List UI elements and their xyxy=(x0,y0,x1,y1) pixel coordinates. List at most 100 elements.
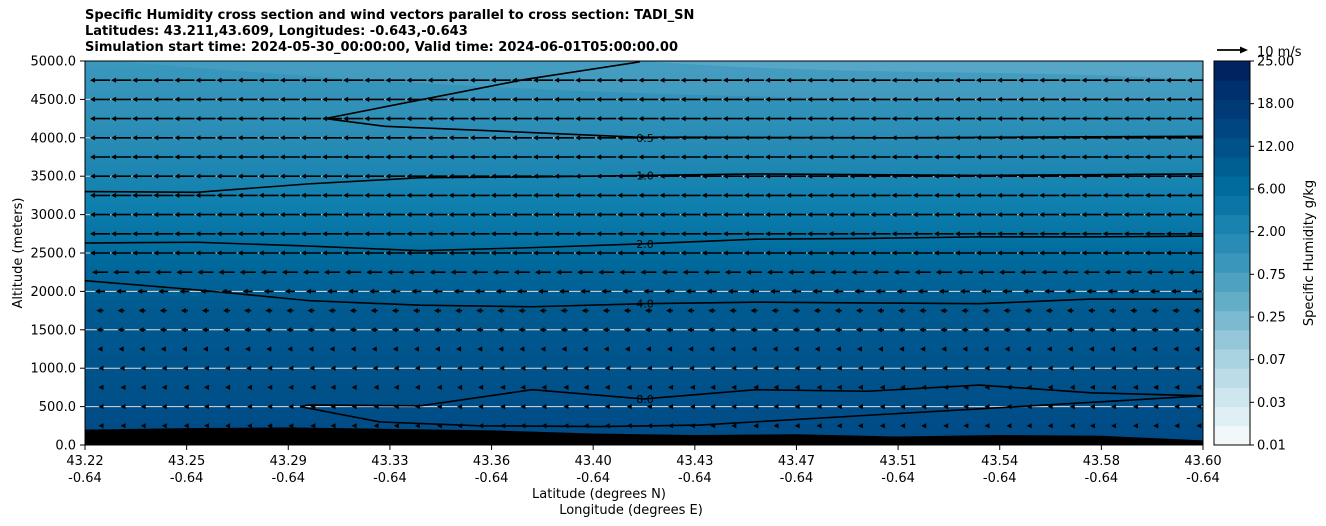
wind-arrow xyxy=(575,135,596,141)
wind-arrow xyxy=(1123,192,1144,198)
wind-arrow xyxy=(1196,423,1202,429)
wind-arrow xyxy=(828,192,849,198)
wind-arrow-head xyxy=(511,250,517,256)
wind-arrow xyxy=(942,365,948,371)
wind-arrow-head xyxy=(532,231,538,237)
wind-arrow xyxy=(596,116,617,122)
wind-arrow xyxy=(153,154,174,160)
wind-arrow-head xyxy=(638,96,644,102)
wind-arrow-head xyxy=(554,77,560,83)
wind-arrow xyxy=(786,96,807,102)
wind-arrow xyxy=(322,77,343,83)
wind-arrow xyxy=(680,116,701,122)
wind-arrow xyxy=(435,346,441,352)
wind-arrow-head xyxy=(1165,212,1171,218)
wind-arrow xyxy=(849,192,870,198)
wind-arrow xyxy=(153,231,174,237)
wind-arrow xyxy=(753,423,759,429)
wind-arrow-head xyxy=(258,212,264,218)
y-axis-label: Altitude (meters) xyxy=(11,198,26,309)
wind-arrow-head xyxy=(237,231,243,237)
wind-arrow xyxy=(1186,96,1203,102)
wind-arrow xyxy=(1003,327,1011,333)
wind-arrow-head xyxy=(1132,365,1138,371)
wind-arrow xyxy=(300,154,321,160)
wind-arrow xyxy=(111,250,132,256)
wind-arrow-head xyxy=(239,269,245,275)
wind-arrow-head xyxy=(1130,308,1136,314)
wind-arrow-head xyxy=(436,404,442,410)
wind-arrow-head xyxy=(370,308,376,314)
wind-arrow-head xyxy=(1186,250,1192,256)
wind-arrow xyxy=(1069,384,1075,390)
wind-arrow xyxy=(638,250,659,256)
wind-arrow-head xyxy=(876,327,882,333)
wind-arrow-head xyxy=(879,423,885,429)
wind-arrow-head xyxy=(1081,192,1087,198)
wind-arrow-head xyxy=(113,269,119,275)
wind-arrow xyxy=(1081,250,1102,256)
wind-arrow xyxy=(393,365,399,371)
wind-arrow-head xyxy=(575,212,581,218)
colorbar-level xyxy=(1214,425,1250,446)
wind-arrow xyxy=(520,365,526,371)
wind-arrow-head xyxy=(513,269,519,275)
wind-arrow xyxy=(153,116,174,122)
wind-arrow-head xyxy=(1102,231,1108,237)
wind-arrow xyxy=(279,154,300,160)
wind-arrow xyxy=(722,96,743,102)
wind-arrow xyxy=(891,154,912,160)
wind-arrow-head xyxy=(1193,308,1199,314)
wind-arrow xyxy=(408,269,425,275)
wind-arrow-head xyxy=(638,77,644,83)
wind-arrow xyxy=(743,231,764,237)
wind-arrow-head xyxy=(1039,250,1045,256)
wind-arrow-head xyxy=(111,116,117,122)
wind-arrow xyxy=(554,154,575,160)
wind-arrow-head xyxy=(624,346,630,352)
contour-4-0 xyxy=(85,279,1203,308)
wind-arrow-head xyxy=(710,365,716,371)
wind-arrow xyxy=(765,154,786,160)
wind-arrow xyxy=(581,308,589,314)
wind-arrow xyxy=(244,308,252,314)
wind-arrow-head xyxy=(457,404,463,410)
wind-arrow-head xyxy=(943,423,949,429)
wind-arrow-head xyxy=(532,192,538,198)
wind-arrow-head xyxy=(195,96,201,102)
wind-arrow-head xyxy=(997,77,1003,83)
wind-arrow xyxy=(935,269,952,275)
wind-arrow-head xyxy=(1102,77,1108,83)
wind-arrow xyxy=(117,327,125,333)
wind-arrow-head xyxy=(90,250,95,256)
wind-arrow-head xyxy=(900,365,906,371)
wind-arrow xyxy=(638,192,659,198)
wind-arrow-head xyxy=(140,423,146,429)
wind-arrow-head xyxy=(1194,346,1200,352)
wind-arrow-head xyxy=(1102,96,1108,102)
wind-arrow-head xyxy=(327,288,333,294)
wind-arrow xyxy=(448,192,469,198)
wind-arrow xyxy=(816,404,822,410)
wind-arrow xyxy=(575,96,596,102)
wind-arrow xyxy=(1149,288,1160,294)
wind-arrow xyxy=(961,327,969,333)
wind-arrow xyxy=(912,212,933,218)
wind-arrow xyxy=(534,269,551,275)
wind-arrow xyxy=(1039,77,1060,83)
wind-arrow-head xyxy=(476,327,482,333)
wind-arrow-head xyxy=(197,269,203,275)
wind-arrow xyxy=(814,346,820,352)
wind-arrow xyxy=(596,212,617,218)
wind-arrow-head xyxy=(828,96,834,102)
wind-arrow-head xyxy=(877,346,883,352)
wind-arrow-head xyxy=(619,269,625,275)
wind-arrow-head xyxy=(322,116,328,122)
wind-arrow xyxy=(807,96,828,102)
wind-arrow-head xyxy=(706,288,712,294)
wind-arrow-head xyxy=(596,231,602,237)
contour-label: 1.0 xyxy=(636,169,654,182)
wind-arrow xyxy=(786,212,807,218)
wind-arrow xyxy=(685,288,696,294)
wind-arrow xyxy=(1152,346,1158,352)
